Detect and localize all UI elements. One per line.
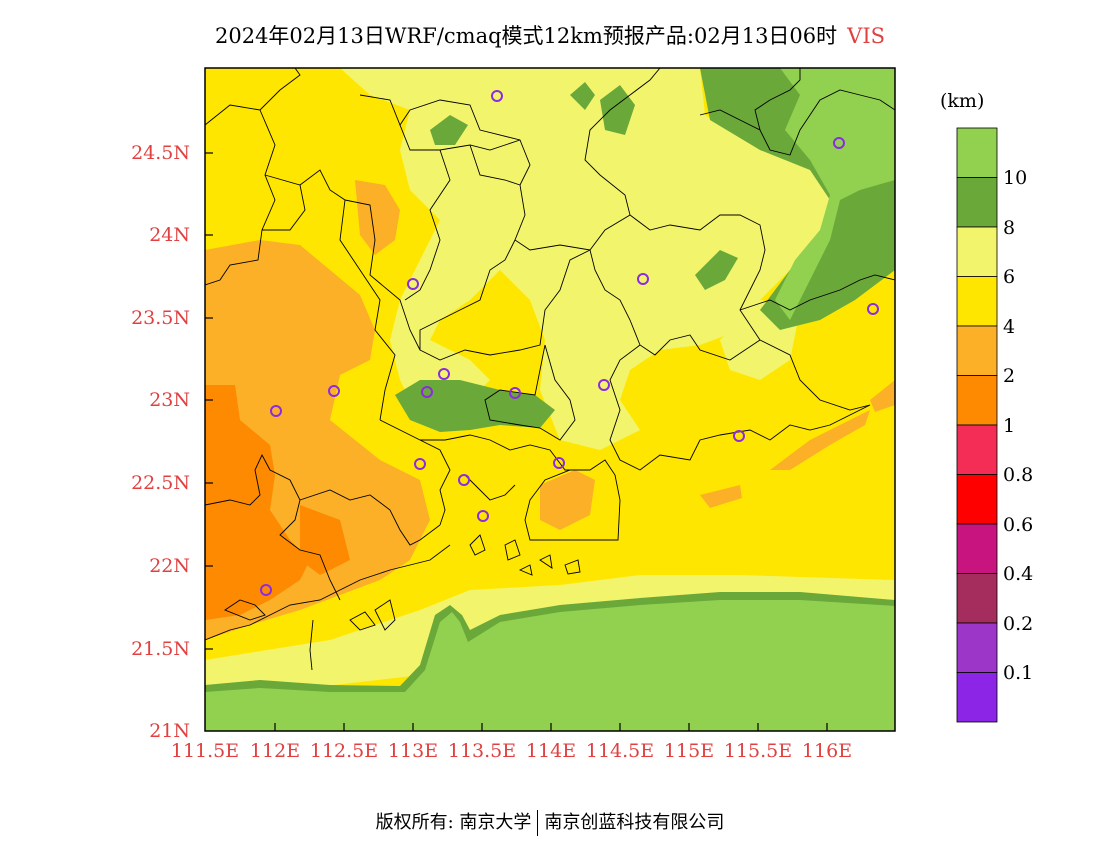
- station-marker: [598, 379, 610, 391]
- colorbar-swatch: [956, 474, 998, 525]
- station-marker: [509, 387, 521, 399]
- copyright-text: 版权所有: 南京大学: [375, 812, 532, 833]
- colorbar: [956, 127, 998, 723]
- colorbar-swatch: [956, 325, 998, 376]
- lat-label: 24N: [149, 224, 190, 246]
- company-name: 南京创蓝科技有限公司: [544, 812, 725, 833]
- colorbar-swatch: [956, 622, 998, 673]
- colorbar-swatch: [956, 127, 998, 178]
- lon-label: 113E: [387, 740, 439, 762]
- lat-label: 21N: [149, 720, 190, 742]
- station-marker: [407, 278, 419, 290]
- region-vis-2-4-small: [700, 485, 742, 508]
- colorbar-label: 8: [1003, 217, 1016, 239]
- station-marker: [733, 430, 745, 442]
- station-marker: [553, 457, 565, 469]
- colorbar-label: 0.6: [1003, 514, 1034, 536]
- lon-label: 113.5E: [447, 740, 517, 762]
- map-field: [205, 68, 895, 731]
- lon-label: 116E: [801, 740, 853, 762]
- colorbar-label: 0.4: [1003, 563, 1034, 585]
- station-marker: [477, 510, 489, 522]
- boundary-lines: [205, 68, 895, 671]
- lon-label: 114E: [525, 740, 577, 762]
- region-vis-8-10-blob-d: [570, 82, 595, 110]
- lon-label: 115E: [663, 740, 715, 762]
- chart-title: 2024年02月13日WRF/cmaq模式12km预报产品:02月13日06时 V…: [0, 20, 1100, 50]
- footer: 版权所有: 南京大学 南京创蓝科技有限公司: [0, 808, 1100, 836]
- lat-label: 22.5N: [131, 472, 190, 494]
- station-marker: [833, 137, 845, 149]
- lat-label: 22N: [149, 555, 190, 577]
- region-vis-8-10-blob-a: [430, 115, 468, 145]
- colorbar-label: 1: [1003, 415, 1016, 437]
- station-marker: [414, 458, 426, 470]
- region-vis-10plus-northeast: [775, 68, 895, 320]
- region-vis-8-10-blob-c: [695, 250, 738, 290]
- region-vis-6-8-center: [560, 150, 700, 250]
- colorbar-swatch: [956, 276, 998, 327]
- lon-label: 111.5E: [170, 740, 240, 762]
- station-marker: [491, 90, 503, 102]
- region-vis-1-2-southwest: [205, 385, 310, 620]
- axis-ticks: [205, 152, 828, 731]
- station-marker: [421, 386, 433, 398]
- station-marker: [260, 584, 272, 596]
- region-vis-10plus-sea: [205, 600, 895, 731]
- colorbar-unit: (km): [940, 90, 985, 112]
- colorbar-label: 6: [1003, 266, 1016, 288]
- colorbar-label: 0.1: [1003, 662, 1034, 684]
- station-marker: [637, 273, 649, 285]
- region-vis-6-8-north: [340, 68, 840, 450]
- station-markers: [260, 90, 879, 596]
- colorbar-label: 10: [1003, 167, 1028, 189]
- lon-label: 112E: [249, 740, 301, 762]
- colorbar-label: 2: [1003, 365, 1016, 387]
- region-vis-8-10-center: [395, 380, 555, 432]
- colorbar-swatch: [956, 226, 998, 277]
- colorbar-swatch: [956, 672, 998, 723]
- region-vis-1-2-inner: [300, 505, 350, 575]
- lat-label: 21.5N: [131, 638, 190, 660]
- station-marker: [867, 303, 879, 315]
- lat-label: 24.5N: [131, 142, 190, 164]
- station-marker: [458, 474, 470, 486]
- lon-label: 115.5E: [723, 740, 793, 762]
- region-vis-2-4-north: [355, 180, 400, 255]
- region-vis-2-4-bay: [540, 470, 595, 530]
- colorbar-swatch: [956, 177, 998, 228]
- colorbar-label: 0.8: [1003, 464, 1034, 486]
- colorbar-swatch: [956, 523, 998, 574]
- footer-divider: [537, 810, 539, 836]
- colorbar-label: 4: [1003, 316, 1016, 338]
- lat-label: 23.5N: [131, 307, 190, 329]
- lon-label: 112.5E: [309, 740, 379, 762]
- lon-label: 114.5E: [585, 740, 655, 762]
- station-marker: [438, 368, 450, 380]
- station-marker: [270, 405, 282, 417]
- colorbar-swatch: [956, 375, 998, 426]
- colorbar-label: 0.2: [1003, 613, 1034, 635]
- region-vis-2-4-east: [770, 410, 870, 470]
- colorbar-swatch: [956, 573, 998, 624]
- colorbar-swatch: [956, 424, 998, 475]
- station-marker: [328, 385, 340, 397]
- lat-label: 23N: [149, 389, 190, 411]
- region-vis-2-4-far-east: [870, 380, 895, 412]
- title-text: 2024年02月13日WRF/cmaq模式12km预报产品:02月13日06时: [214, 24, 838, 48]
- variable-name: VIS: [847, 24, 886, 48]
